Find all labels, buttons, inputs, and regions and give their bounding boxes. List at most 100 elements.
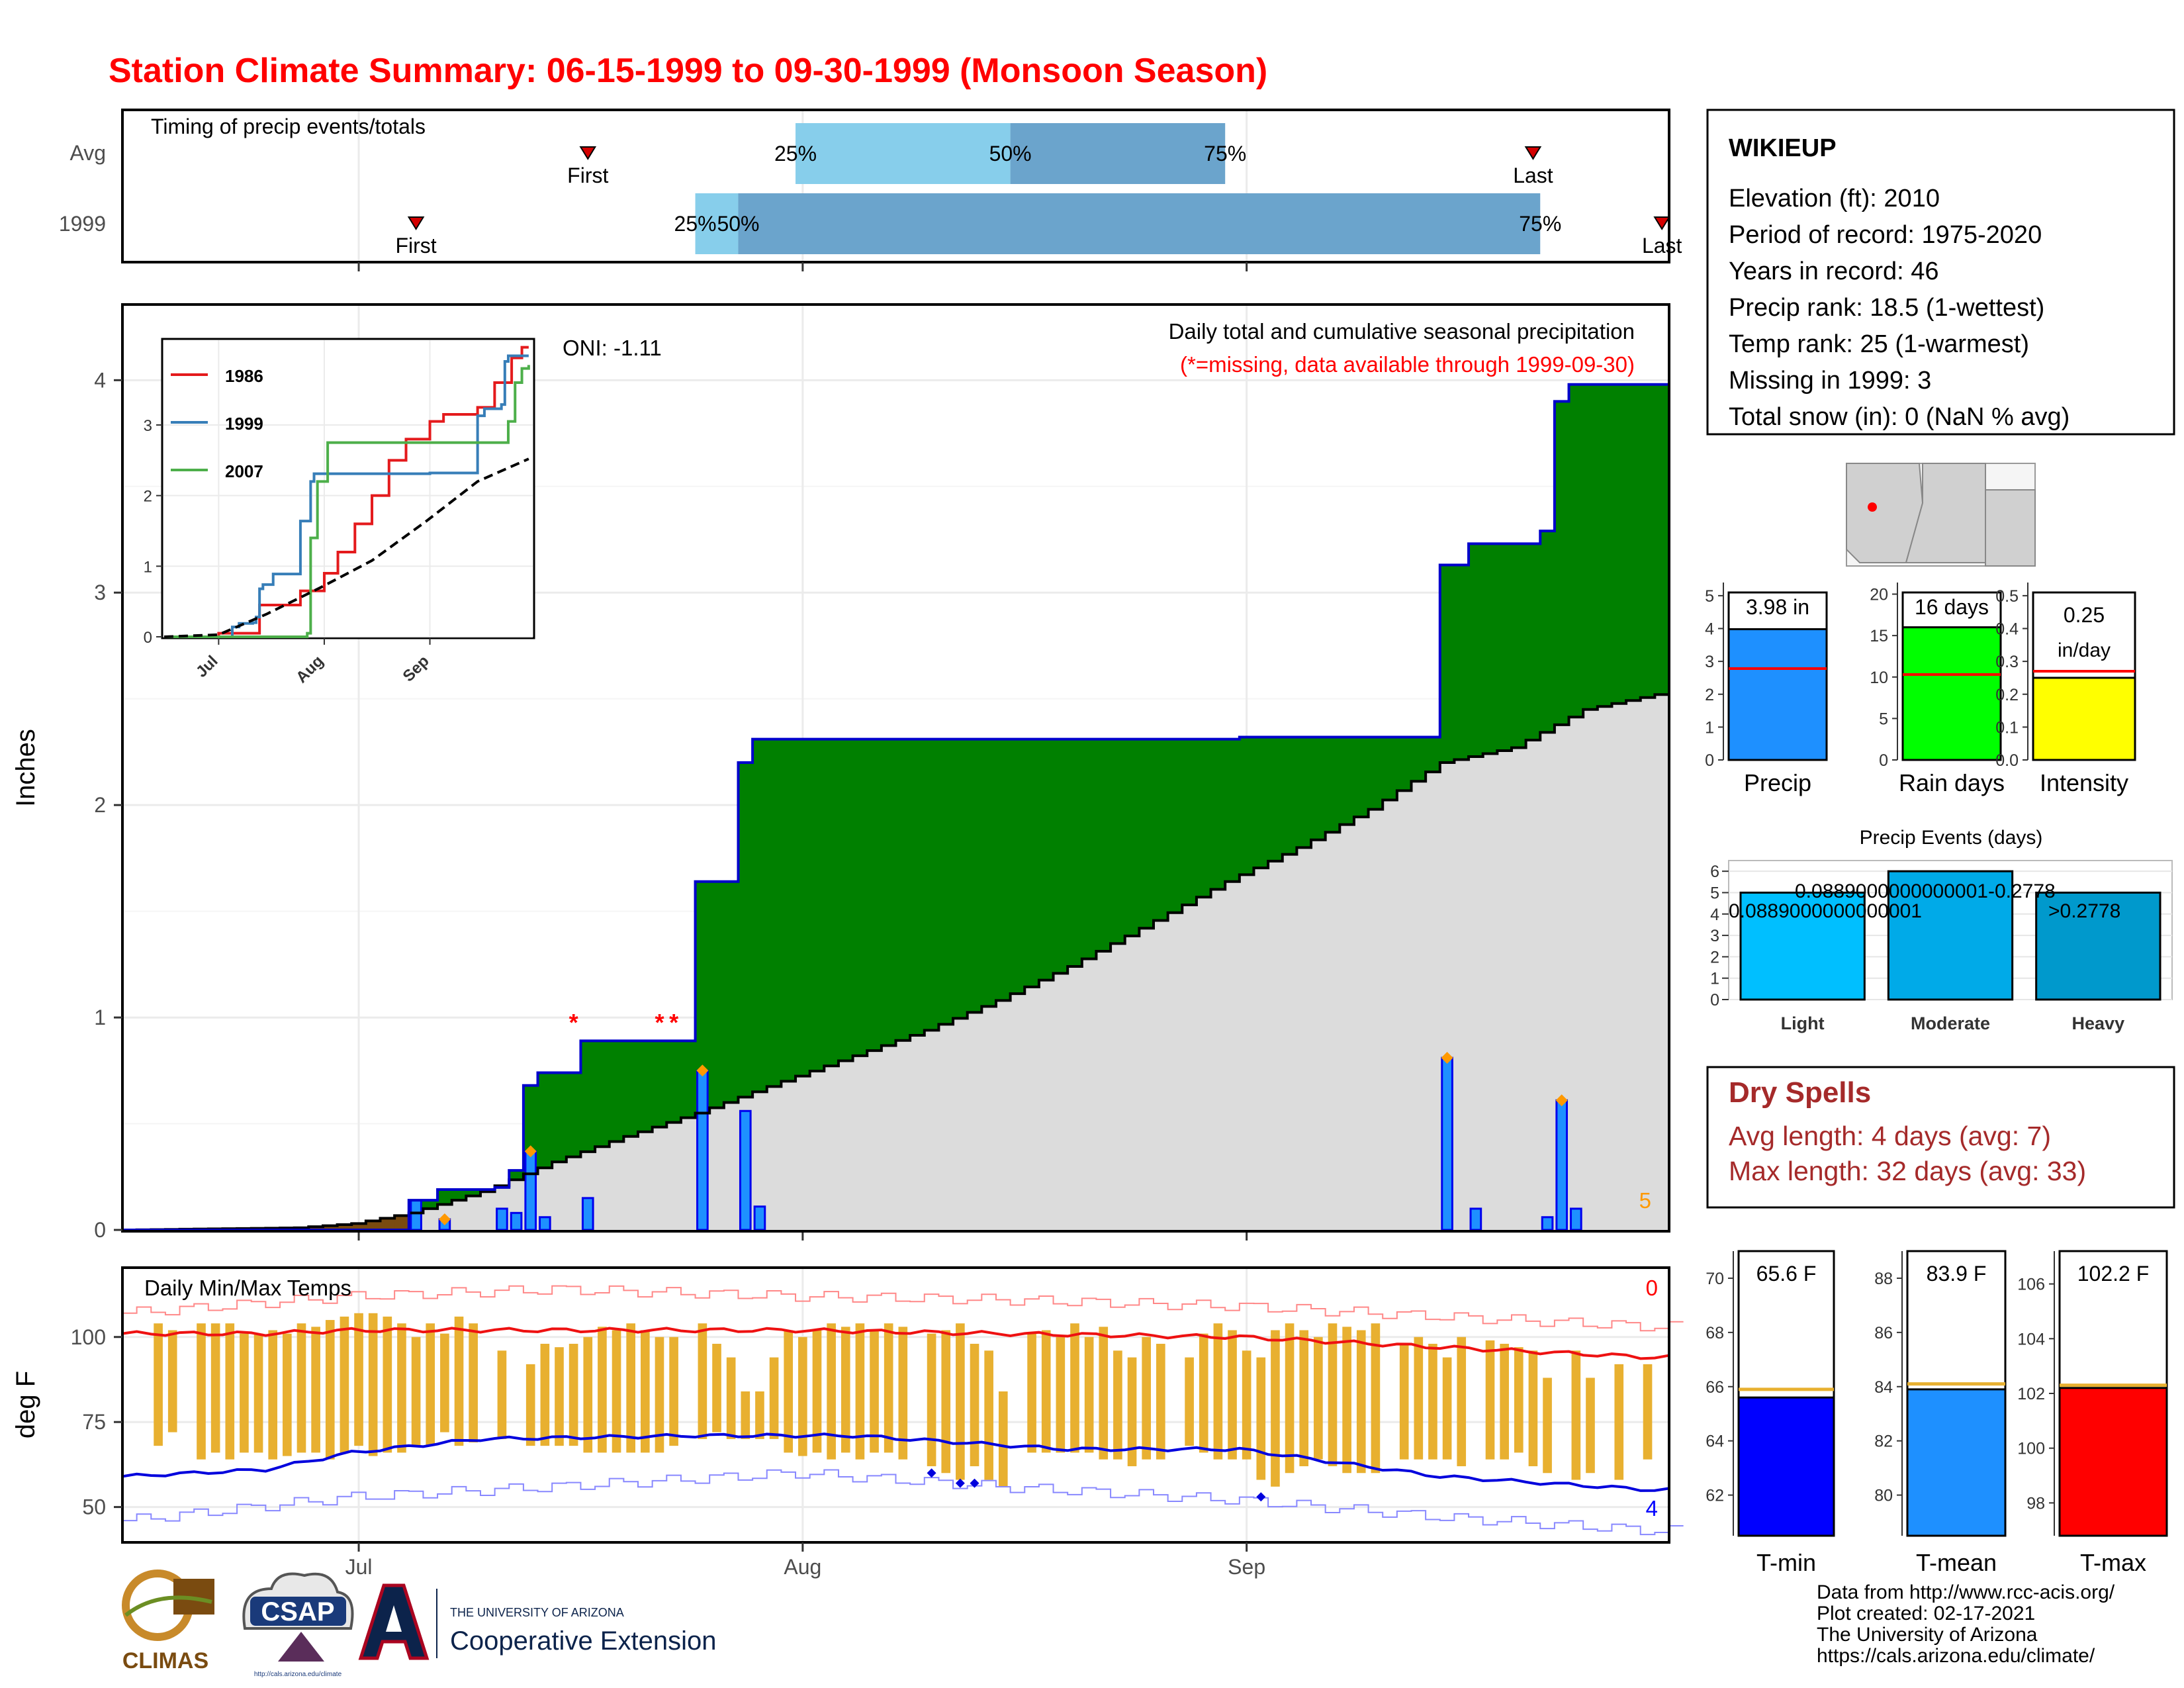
footer-plot-date: Plot created: 02-17-2021 xyxy=(1817,1603,2035,1624)
temp-summary-y-tick-label: 100 xyxy=(2017,1440,2045,1458)
daily-temp-range-bar xyxy=(1328,1323,1338,1466)
station-precip-rank: Precip rank: 18.5 (1-wettest) xyxy=(1729,294,2044,322)
temp-summary-value-label: 83.9 F xyxy=(1927,1262,1987,1286)
daily-temp-range-bar xyxy=(497,1350,507,1439)
daily-temp-range-bar xyxy=(1428,1344,1437,1460)
daily-temp-range-bar xyxy=(1127,1357,1137,1466)
surplus-area xyxy=(1167,739,1183,913)
surplus-area xyxy=(938,739,954,1025)
timing-first-marker xyxy=(579,146,597,160)
station-period: Period of record: 1975-2020 xyxy=(1729,221,2042,249)
daily-temp-range-bar xyxy=(1271,1330,1280,1487)
daily-temp-range-bar xyxy=(1586,1378,1595,1474)
temperature-panel: Daily Min/Max Temps deg F 0 4 50 75 100 Ju… xyxy=(11,1266,1684,1579)
summary-y-tick-label: 10 xyxy=(1870,669,1888,687)
surplus-area xyxy=(824,739,839,1066)
timing-row-label-1999: 1999 xyxy=(59,212,106,236)
daily-temp-range-bar xyxy=(741,1391,751,1439)
surplus-area xyxy=(1068,739,1083,967)
daily-temp-range-bar xyxy=(1113,1350,1122,1460)
daily-temp-range-bar xyxy=(1199,1333,1208,1453)
daily-temp-range-bar xyxy=(469,1323,478,1443)
surplus-area xyxy=(1554,401,1570,725)
daily-temp-range-bar xyxy=(1514,1347,1524,1453)
precip-y-tick-label: 2 xyxy=(94,793,106,817)
summary-bar-Rain days xyxy=(1901,626,2002,761)
summary-y-tick-label: 0.0 xyxy=(1995,751,2019,770)
surplus-area xyxy=(1253,737,1269,868)
daily-temp-range-bar xyxy=(253,1333,263,1453)
surplus-area xyxy=(1368,737,1383,810)
ua-logo: THE UNIVERSITY OF ARIZONA Cooperative Ex… xyxy=(358,1583,716,1660)
daily-temp-range-bar xyxy=(397,1323,406,1453)
daily-temp-range-bar xyxy=(1228,1330,1237,1460)
summary-y-tick-label: 20 xyxy=(1870,586,1888,604)
temp-summary-y-tick-label: 86 xyxy=(1874,1324,1893,1342)
daily-temp-range-bar xyxy=(1643,1364,1653,1460)
csap-url-text: http://cals.arizona.edu/climate xyxy=(254,1671,342,1678)
surplus-area xyxy=(566,1072,581,1157)
daily-precip-bar xyxy=(1555,1099,1569,1231)
summary-y-tick-label: 3 xyxy=(1705,653,1714,671)
timing-first-label: First xyxy=(395,234,436,258)
temp-summary-category-label: T-mean xyxy=(1916,1549,1997,1576)
station-location-marker xyxy=(1868,502,1877,512)
daily-temp-range-bar xyxy=(1414,1336,1424,1460)
daily-temp-range-bar xyxy=(641,1330,650,1453)
surplus-area xyxy=(1626,384,1641,701)
record-low-marker xyxy=(1256,1492,1266,1502)
surplus-area xyxy=(752,739,768,1092)
surplus-area xyxy=(1196,739,1212,898)
precip-chart-title: Daily total and cumulative seasonal prec… xyxy=(1169,319,1635,344)
temp-summary-y-tick-label: 70 xyxy=(1706,1270,1724,1288)
surplus-area xyxy=(638,1041,653,1132)
summary-y-tick-label: 0 xyxy=(1879,751,1888,770)
summary-value-label: 0.25 xyxy=(2064,603,2105,627)
temp-corner-bottom: 4 xyxy=(1646,1496,1658,1521)
inset-y-tick-label: 0 xyxy=(144,629,152,647)
temp-y-tick-label: 100 xyxy=(71,1325,106,1349)
temp-summary-y-tick-label: 88 xyxy=(1874,1270,1893,1288)
ua-logo-bottom-text: Cooperative Extension xyxy=(450,1626,716,1656)
temp-summary-bar-T-max xyxy=(2058,1387,2168,1537)
daily-precip-bar xyxy=(524,1150,537,1231)
daily-temp-range-bar xyxy=(698,1323,707,1439)
daily-temp-range-bar xyxy=(1371,1323,1381,1474)
daily-temp-range-bar xyxy=(283,1333,292,1456)
timing-q75-label: 75% xyxy=(1204,142,1246,165)
daily-temp-range-bar xyxy=(569,1344,578,1446)
events-category-label: Moderate xyxy=(1911,1013,1990,1033)
temp-y-tick-label: 50 xyxy=(82,1495,106,1519)
avg-cumulative-line xyxy=(122,693,1669,1231)
dry-spells-title: Dry Spells xyxy=(1729,1076,1871,1109)
timing-first-label: First xyxy=(567,164,608,187)
daily-temp-range-bar xyxy=(540,1344,550,1446)
surplus-area xyxy=(766,739,782,1087)
daily-temp-range-bar xyxy=(827,1323,836,1460)
surplus-area xyxy=(809,739,825,1071)
daily-temp-range-bar xyxy=(440,1333,449,1432)
surplus-area xyxy=(680,1041,696,1118)
daily-temp-range-bar xyxy=(1299,1330,1309,1466)
surplus-area xyxy=(1439,565,1455,763)
daily-temp-range-bar xyxy=(798,1336,807,1456)
daily-precip-bar xyxy=(1570,1207,1582,1231)
surplus-area xyxy=(1597,384,1612,707)
missing-data-marker: * xyxy=(669,1009,678,1036)
deficit-area xyxy=(337,1224,352,1230)
events-y-tick-label: 5 xyxy=(1710,884,1719,902)
daily-temp-range-bar xyxy=(855,1323,865,1460)
oni-label: ONI: -1.11 xyxy=(563,336,662,360)
surplus-area xyxy=(537,1072,553,1168)
precip-y-tick-label: 4 xyxy=(94,368,106,392)
precip-y-axis-label: Inches xyxy=(11,729,40,807)
temp-x-tick-label: Aug xyxy=(784,1555,821,1579)
deficit-area xyxy=(394,1215,410,1230)
surplus-area xyxy=(1053,739,1068,974)
surplus-area xyxy=(1325,737,1340,833)
events-y-tick-label: 0 xyxy=(1710,991,1719,1009)
summary-y-tick-label: 0.5 xyxy=(1995,587,2019,606)
footer-url: https://cals.arizona.edu/climate/ xyxy=(1817,1645,2095,1667)
daily-temp-range-bar xyxy=(1399,1344,1409,1460)
